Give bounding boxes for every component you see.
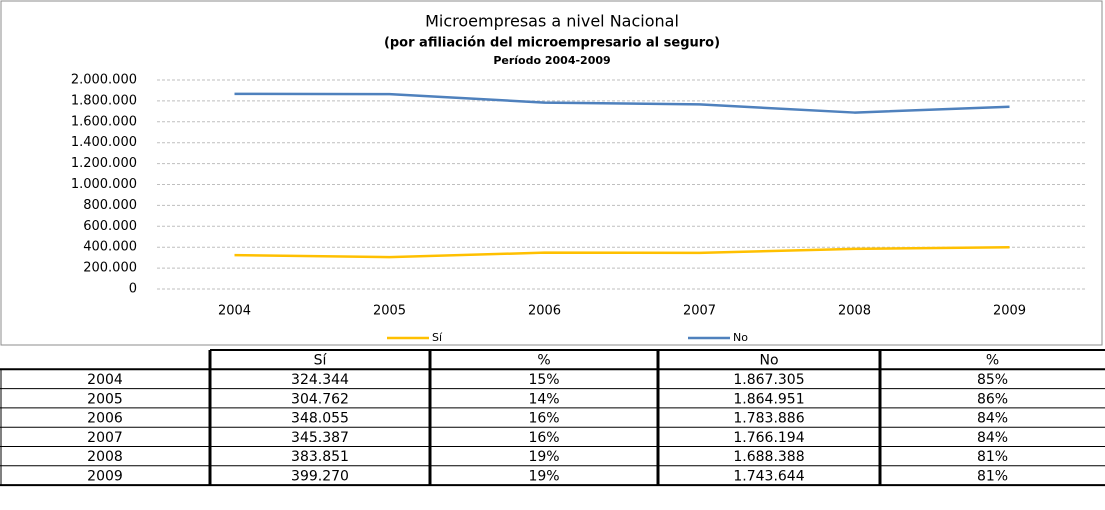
- legend-label: Sí: [432, 331, 443, 344]
- table-cell: 1.688.388: [733, 449, 804, 465]
- table-cell: 2006: [87, 411, 123, 427]
- x-tick-label: 2009: [993, 304, 1026, 319]
- table-cell: 85%: [977, 372, 1008, 388]
- chart-frame: [0, 0, 1103, 346]
- x-tick-label: 2006: [528, 304, 561, 319]
- table-cell: 304.762: [291, 391, 349, 407]
- table-cell: 324.344: [291, 372, 349, 388]
- y-tick-label: 1.200.000: [71, 156, 137, 171]
- table-cell: 1.864.951: [733, 391, 804, 407]
- x-tick-label: 2008: [838, 304, 871, 319]
- x-tick-label: 2007: [683, 304, 716, 319]
- table-header: Sí: [314, 353, 328, 369]
- table-cell: 1.743.644: [733, 468, 804, 484]
- table-cell: 81%: [977, 468, 1008, 484]
- table-header: %: [537, 353, 550, 369]
- table-cell: 84%: [977, 430, 1008, 446]
- table-cell: 2009: [87, 468, 123, 484]
- table-cell: 2004: [87, 372, 123, 388]
- x-tick-label: 2005: [373, 304, 406, 319]
- x-tick-label: 2004: [218, 304, 251, 319]
- y-tick-label: 1.800.000: [71, 93, 137, 108]
- table-cell: 19%: [528, 468, 559, 484]
- table-cell: 14%: [528, 391, 559, 407]
- y-tick-label: 1.000.000: [71, 177, 137, 192]
- table-cell: 19%: [528, 449, 559, 465]
- table-cell: 86%: [977, 391, 1008, 407]
- table-cell: 345.387: [291, 430, 349, 446]
- y-tick-label: 800.000: [83, 198, 137, 213]
- table-cell: 1.867.305: [733, 372, 804, 388]
- table-header: No: [759, 353, 778, 369]
- chart-subtitle: (por afiliación del microempresario al s…: [384, 36, 720, 51]
- y-tick-label: 2.000.000: [71, 73, 137, 88]
- legend-label: No: [733, 331, 748, 344]
- y-tick-label: 600.000: [83, 219, 137, 234]
- y-tick-label: 1.400.000: [71, 135, 137, 150]
- table-cell: 2007: [87, 430, 123, 446]
- chart-title: Microempresas a nivel Nacional: [425, 12, 679, 31]
- table-cell: 16%: [528, 430, 559, 446]
- y-tick-label: 200.000: [83, 261, 137, 276]
- table-cell: 1.766.194: [733, 430, 804, 446]
- y-tick-label: 400.000: [83, 240, 137, 255]
- y-tick-label: 1.600.000: [71, 114, 137, 129]
- table-cell: 15%: [528, 372, 559, 388]
- line-series: [234, 92, 1010, 114]
- table-cell: 383.851: [291, 449, 349, 465]
- table-cell: 16%: [528, 411, 559, 427]
- table-cell: 399.270: [291, 468, 349, 484]
- table-cell: 348.055: [291, 411, 349, 427]
- table-cell: 2005: [87, 391, 123, 407]
- y-tick-label: 0: [129, 282, 137, 297]
- line-series: [234, 246, 1010, 259]
- table-cell: 1.783.886: [733, 411, 804, 427]
- table-cell: 84%: [977, 411, 1008, 427]
- table-cell: 2008: [87, 449, 123, 465]
- table-header: %: [986, 353, 999, 369]
- table-cell: 81%: [977, 449, 1008, 465]
- chart-subtitle: Período 2004-2009: [493, 54, 610, 67]
